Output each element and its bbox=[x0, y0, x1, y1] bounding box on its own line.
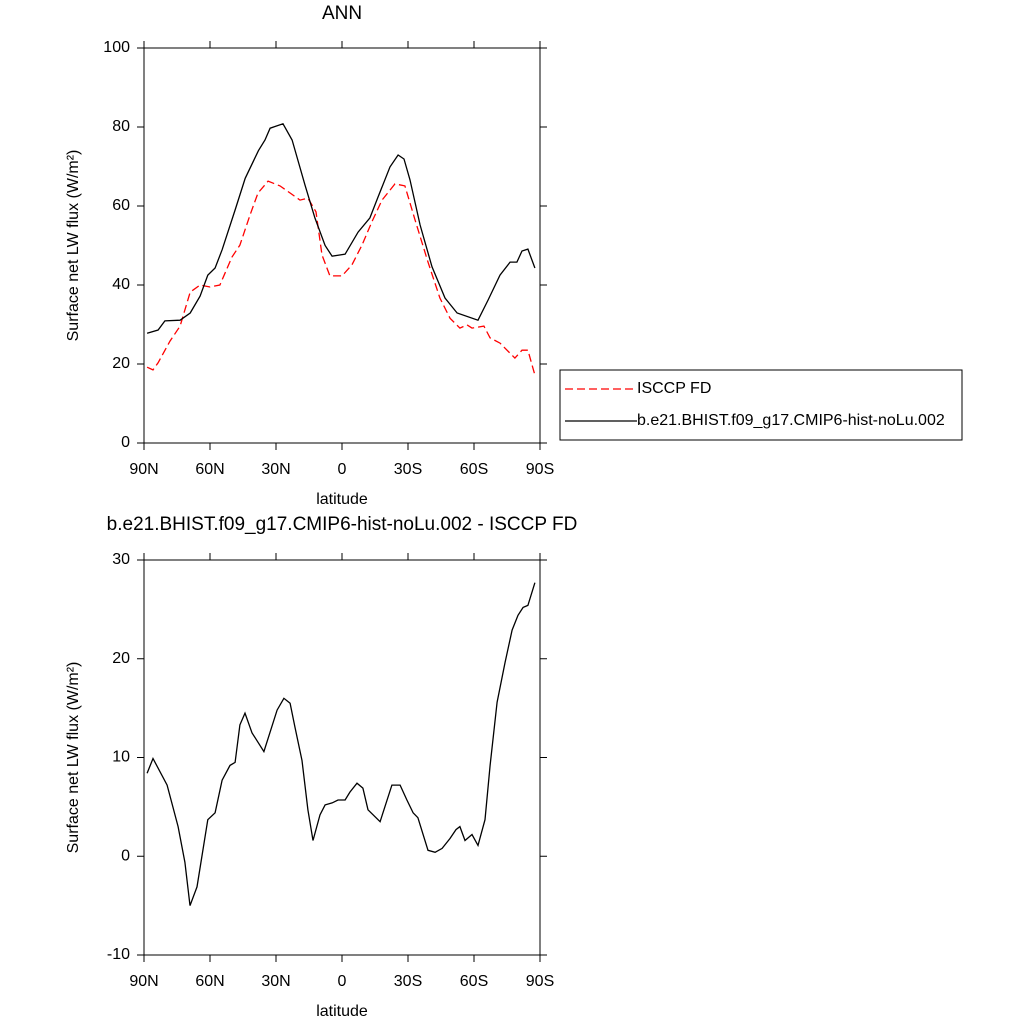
y-tick-label: 0 bbox=[121, 434, 130, 451]
x-tick-label: 90N bbox=[129, 461, 158, 478]
legend-label: ISCCP FD bbox=[637, 380, 711, 397]
x-tick-label: 0 bbox=[338, 461, 347, 478]
y-tick-label: 30 bbox=[112, 551, 130, 568]
y-tick-label: 0 bbox=[121, 847, 130, 864]
x-tick-label: 0 bbox=[338, 973, 347, 990]
plot-frame bbox=[143, 559, 541, 956]
y-tick-label: 10 bbox=[112, 749, 130, 766]
x-tick-label: 30N bbox=[261, 973, 290, 990]
x-axis-label: latitude bbox=[316, 1003, 368, 1020]
x-tick-label: 30N bbox=[261, 461, 290, 478]
y-tick-label: 40 bbox=[112, 276, 130, 293]
y-tick-label: -10 bbox=[107, 946, 130, 963]
x-tick-label: 60S bbox=[460, 973, 488, 990]
x-tick-label: 60S bbox=[460, 461, 488, 478]
y-tick-label: 80 bbox=[112, 118, 130, 135]
y-axis-label: Surface net LW flux (W/m²) bbox=[65, 150, 82, 342]
chart-title: ANN bbox=[322, 3, 362, 24]
legend-box bbox=[559, 369, 963, 441]
x-tick-label: 90S bbox=[526, 973, 554, 990]
x-tick-label: 30S bbox=[394, 461, 422, 478]
legend-label: b.e21.BHIST.f09_g17.CMIP6-hist-noLu.002 bbox=[637, 412, 945, 429]
y-tick-label: 20 bbox=[112, 650, 130, 667]
x-tick-label: 90S bbox=[526, 461, 554, 478]
y-tick-label: 60 bbox=[112, 197, 130, 214]
y-axis-label: Surface net LW flux (W/m²) bbox=[65, 662, 82, 854]
x-tick-label: 30S bbox=[394, 973, 422, 990]
x-tick-label: 60N bbox=[195, 973, 224, 990]
series-line bbox=[146, 123, 536, 334]
plot-frame bbox=[143, 47, 541, 444]
x-tick-label: 60N bbox=[195, 461, 224, 478]
y-tick-label: 100 bbox=[103, 39, 130, 56]
y-tick-label: 20 bbox=[112, 355, 130, 372]
x-tick-label: 90N bbox=[129, 973, 158, 990]
series-line bbox=[146, 582, 536, 906]
chart-title: b.e21.BHIST.f09_g17.CMIP6-hist-noLu.002 … bbox=[107, 514, 578, 535]
x-axis-label: latitude bbox=[316, 491, 368, 508]
series-line bbox=[146, 180, 536, 376]
